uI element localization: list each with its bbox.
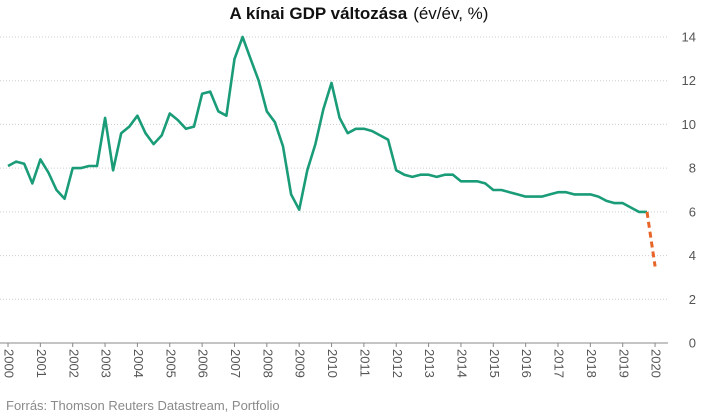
x-tick-label: 2011	[357, 349, 372, 377]
x-tick-label: 2020	[649, 349, 664, 378]
x-tick-label: 2016	[519, 349, 534, 378]
x-tick-label: 2006	[196, 349, 211, 378]
gridlines	[0, 36, 668, 344]
x-tick-label: 2012	[390, 349, 405, 378]
y-tick-label: 10	[682, 117, 696, 132]
forecast-line	[645, 211, 657, 267]
y-tick-label: 14	[682, 30, 696, 45]
x-tick-label: 2001	[34, 349, 49, 378]
x-tick-label: 2014	[455, 349, 470, 378]
x-tick-label: 2015	[487, 349, 502, 378]
x-tick-label: 2000	[2, 349, 17, 378]
x-tick-label: 2004	[131, 349, 146, 378]
chart-title-main: A kínai GDP változása	[229, 4, 408, 23]
x-tick-label: 2008	[260, 349, 275, 378]
x-tick-label: 2002	[66, 349, 81, 378]
y-tick-label: 2	[689, 292, 696, 307]
y-tick-label: 4	[689, 248, 696, 263]
y-tick-label: 8	[689, 161, 696, 176]
x-tick-label: 2007	[228, 349, 243, 378]
y-axis-ticks: 0 2 4 6 8 10 12 14	[682, 30, 696, 351]
source-note: Forrás: Thomson Reuters Datastream, Port…	[6, 398, 280, 413]
x-tick-label: 2010	[325, 349, 340, 378]
x-tick-label: 2013	[422, 349, 437, 378]
x-tick-label: 2018	[584, 349, 599, 378]
x-tick-label: 2017	[552, 349, 567, 378]
x-tick-label: 2003	[99, 349, 114, 378]
y-tick-label: 12	[682, 73, 696, 88]
chart-title-unit: (év/év, %)	[413, 4, 489, 23]
x-tick-label: 2005	[163, 349, 178, 378]
y-tick-label: 0	[689, 336, 696, 351]
gdp-line	[7, 35, 647, 214]
x-tick-label: 2009	[293, 349, 308, 378]
x-tick-label: 2019	[616, 349, 631, 378]
series-lines	[7, 35, 657, 267]
chart-title: A kínai GDP változása (év/év, %)	[0, 4, 718, 24]
y-tick-label: 6	[689, 204, 696, 219]
x-axis-ticks: 2000 2001 2002 2003 2004 2005 2006 2007 2008 2009…	[2, 343, 664, 378]
